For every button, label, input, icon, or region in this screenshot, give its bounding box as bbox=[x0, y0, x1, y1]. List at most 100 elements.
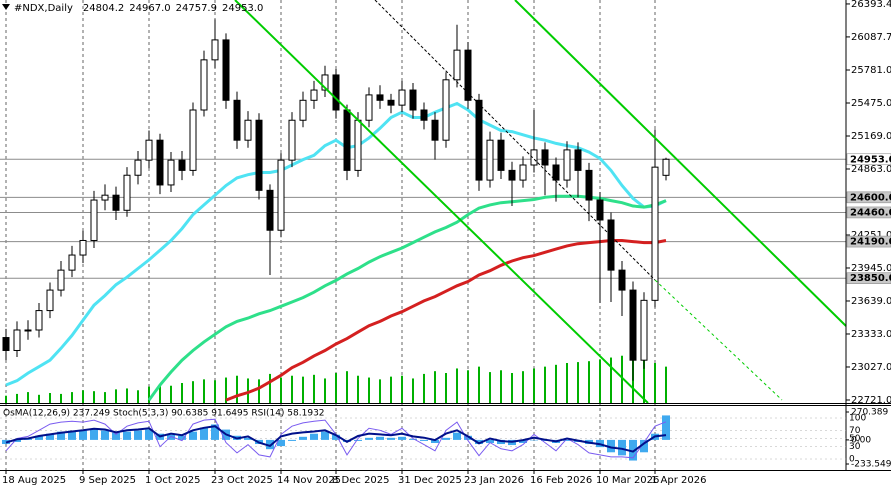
osma-bar bbox=[46, 433, 54, 440]
candle-body bbox=[255, 119, 263, 191]
candle-body bbox=[68, 254, 76, 271]
volume-bar bbox=[49, 393, 51, 403]
volume-bar bbox=[390, 376, 392, 403]
level-tick-label: 70 bbox=[849, 426, 861, 436]
volume-bar bbox=[566, 363, 568, 403]
volume-bar bbox=[269, 373, 271, 403]
volume-bar bbox=[225, 377, 227, 403]
volume-bar bbox=[500, 370, 502, 403]
osma-bar bbox=[321, 431, 329, 440]
volume-bar bbox=[412, 378, 414, 403]
volume-bar bbox=[434, 371, 436, 403]
candle-body bbox=[101, 194, 109, 201]
last-open: 24804.2 bbox=[83, 3, 124, 14]
levels-layer bbox=[0, 158, 846, 279]
candle-body bbox=[35, 310, 43, 331]
osma-bar bbox=[90, 429, 98, 440]
x-tick-label: 9 Sep 2025 bbox=[79, 475, 136, 486]
candle-body bbox=[475, 99, 483, 181]
osma-bar bbox=[35, 435, 43, 440]
volume-bar bbox=[544, 366, 546, 403]
volume-bar bbox=[170, 385, 172, 403]
volume-bar bbox=[302, 376, 304, 403]
candle-body bbox=[585, 169, 593, 201]
osma-bar bbox=[167, 434, 175, 440]
candle-body bbox=[244, 119, 252, 141]
x-tick-label: 8 Dec 2025 bbox=[332, 475, 390, 486]
volume-bar bbox=[533, 368, 535, 403]
volume-bar bbox=[665, 366, 667, 403]
candle-body bbox=[519, 164, 527, 181]
candle-body bbox=[552, 164, 560, 181]
volume-bar bbox=[511, 373, 513, 403]
volume-bar bbox=[610, 357, 612, 403]
osma-bar bbox=[288, 439, 296, 441]
volume-bar bbox=[104, 392, 106, 403]
trend-line bbox=[374, 0, 656, 281]
osma-bar bbox=[13, 439, 21, 442]
volume-bar bbox=[236, 375, 238, 403]
level-label-box bbox=[846, 191, 891, 204]
candle-body bbox=[640, 299, 648, 361]
volume-bar bbox=[478, 366, 480, 403]
moving-averages bbox=[5, 101, 667, 402]
osma-bar bbox=[68, 430, 76, 440]
level-label-box bbox=[846, 272, 891, 284]
osma-bar bbox=[145, 429, 153, 440]
candle-body bbox=[90, 199, 98, 241]
osma-bar bbox=[310, 433, 318, 440]
last-high: 24967.0 bbox=[129, 3, 170, 14]
volume-bar bbox=[588, 361, 590, 403]
volume-bar bbox=[258, 379, 260, 403]
osma-bar bbox=[79, 430, 87, 440]
candle-body bbox=[563, 149, 571, 181]
osma-bar bbox=[563, 439, 571, 441]
candle-body bbox=[277, 159, 285, 231]
volume-bar bbox=[522, 371, 524, 403]
osma-bar bbox=[211, 424, 219, 440]
x-tick-label: 1 Apr 2026 bbox=[651, 475, 706, 486]
candle-body bbox=[332, 74, 340, 111]
osma-bar bbox=[354, 439, 362, 441]
y-tick-label: 26393.4 bbox=[851, 0, 891, 10]
volume-bar bbox=[621, 355, 623, 403]
volume-bar bbox=[489, 372, 491, 403]
candle-body bbox=[464, 49, 472, 101]
osma-bar bbox=[101, 430, 109, 440]
volume-bar bbox=[60, 393, 62, 403]
oscillator-header: OsMA(12,26,9) 237.249 Stoch(5,3,3) 90.63… bbox=[3, 409, 325, 419]
moving-average bbox=[225, 239, 667, 402]
osma-bar bbox=[244, 437, 252, 440]
volume-bar bbox=[16, 393, 18, 403]
candle-body bbox=[178, 159, 186, 171]
y-tick-label: 26087.7 bbox=[851, 32, 891, 43]
x-tick-label: 10 Mar 2026 bbox=[596, 475, 659, 486]
candle-body bbox=[387, 99, 395, 106]
trend-line bbox=[234, 0, 649, 404]
osma-bar bbox=[123, 431, 131, 440]
y-tick-label: 23027.0 bbox=[851, 362, 891, 373]
y-tick-label: 23945.0 bbox=[851, 263, 891, 274]
candle-body bbox=[310, 89, 318, 101]
x-tick-label: 18 Aug 2025 bbox=[2, 475, 66, 486]
candle-body bbox=[574, 149, 582, 171]
y-tick-label: 25475.0 bbox=[851, 98, 891, 109]
candle-body bbox=[189, 109, 197, 171]
volume-bar bbox=[577, 362, 579, 403]
osma-bar bbox=[442, 437, 450, 440]
osma-bar bbox=[299, 436, 307, 440]
osma-bar bbox=[365, 437, 373, 440]
candle-body bbox=[618, 269, 626, 291]
last-low: 24757.9 bbox=[176, 3, 217, 14]
axes: 26393.4 26087.7 25781.0 25475.0 25169.0 24863… bbox=[2, 0, 891, 486]
y-tick-label: 24251.0 bbox=[851, 230, 891, 241]
volume-bar bbox=[599, 359, 601, 403]
level-label-box bbox=[846, 153, 891, 166]
osma-bar bbox=[530, 439, 538, 441]
volume-bar bbox=[148, 386, 150, 403]
volume-bar bbox=[401, 375, 403, 403]
osma-bar bbox=[387, 437, 395, 440]
candle-body bbox=[156, 139, 164, 186]
osma-bar bbox=[178, 435, 186, 440]
